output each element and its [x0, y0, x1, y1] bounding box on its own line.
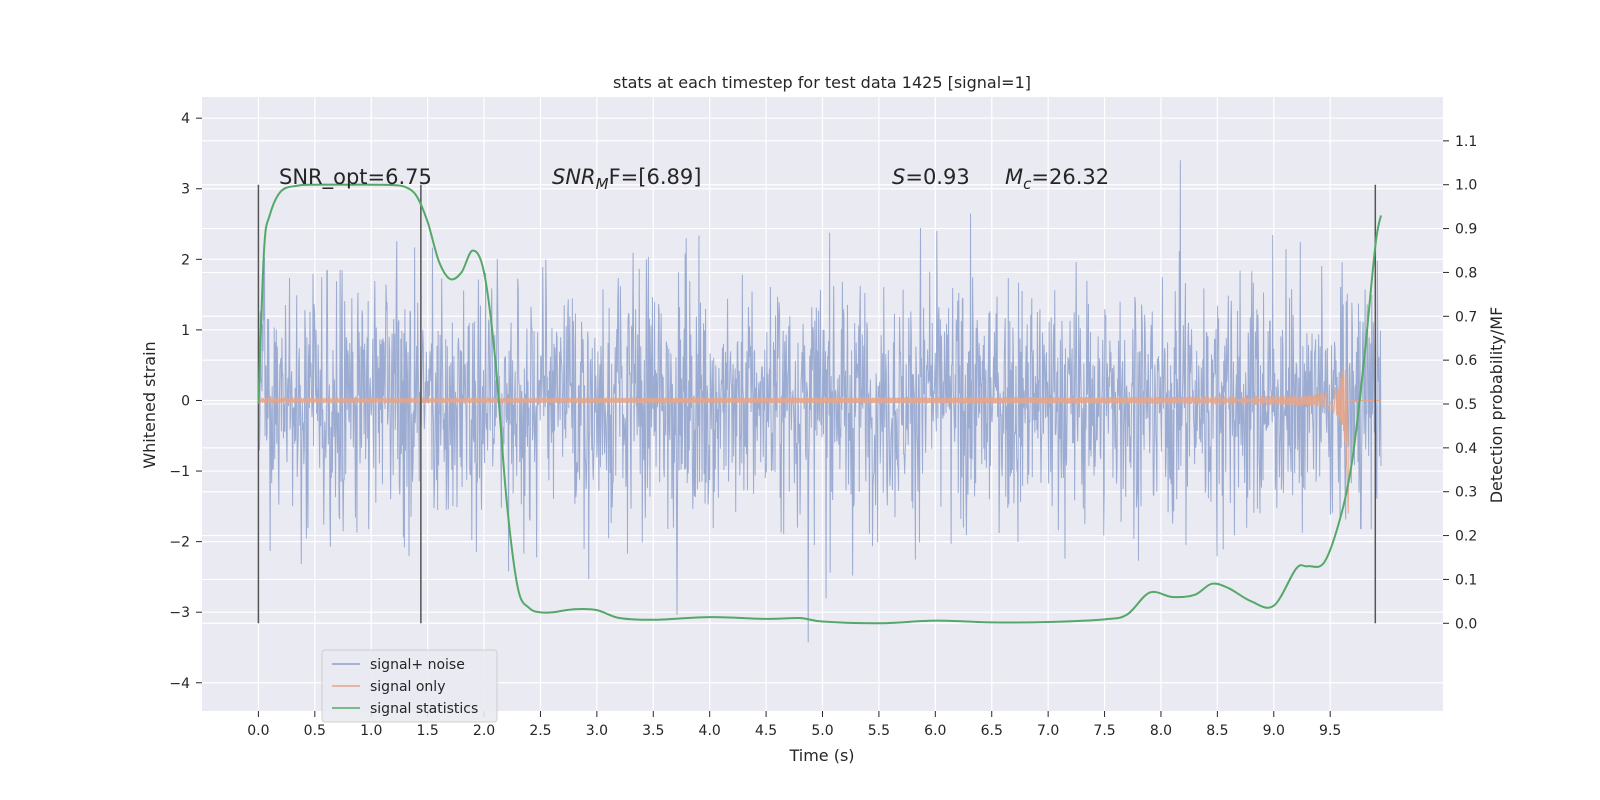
- legend-box: [321, 649, 498, 723]
- vertical-markers: [257, 184, 1377, 624]
- s-label: S: [892, 165, 905, 189]
- x-tick-label: 5.5: [868, 723, 890, 739]
- mc-annotation: Mc=26.32: [1005, 165, 1109, 193]
- x-tick-label: 4.5: [755, 723, 777, 739]
- y-axis-label: Whitened strain: [140, 341, 159, 468]
- y2-tick-label: 0.6: [1455, 353, 1477, 369]
- mc-subscript: c: [1023, 175, 1032, 193]
- snr-mf-value: F=[6.89]: [609, 165, 702, 189]
- y-tick-label: −4: [169, 676, 190, 692]
- x-tick-label: 3.5: [642, 723, 664, 739]
- x-tick-label: 7.5: [1093, 723, 1115, 739]
- snr-mf-annotation: SNRMF=[6.89]: [552, 165, 701, 193]
- y-tick-label: −3: [169, 605, 190, 621]
- x-tick-label: 2.5: [529, 723, 551, 739]
- legend-label-stats: signal statistics: [370, 701, 478, 717]
- y2-tick-label: 1.0: [1455, 178, 1477, 194]
- x-axis-ticks: 0.0 0.5 1.0 1.5 2.0 2.5 3.0 3.5 4.0 4.5 5.0 5.5 6.0 6…: [247, 711, 1341, 739]
- y-axis-ticks: 4 3 2 1 0 −1 −2 −3 −4: [169, 111, 202, 692]
- snr-mf-subscript: M: [596, 175, 609, 193]
- x-tick-label: 1.5: [417, 723, 439, 739]
- x-tick-label: 7.0: [1037, 723, 1059, 739]
- legend-label-signal: signal only: [370, 679, 445, 695]
- y2-tick-label: 0.2: [1455, 529, 1477, 545]
- snr-mf-label: SNR: [552, 165, 596, 189]
- y2-axis-label: Detection probability/MF: [1487, 307, 1506, 504]
- legend: signal+ noise signal only signal statist…: [321, 649, 498, 723]
- x-tick-label: 9.0: [1263, 723, 1285, 739]
- snr-opt-annotation: SNR_opt=6.75: [279, 165, 432, 190]
- x-tick-label: 8.5: [1206, 723, 1228, 739]
- statistics-curve: [257, 183, 1382, 625]
- legend-label-noise: signal+ noise: [370, 657, 465, 673]
- y-tick-label: −1: [169, 464, 190, 480]
- x-tick-label: 0.5: [304, 723, 326, 739]
- x-tick-label: 1.0: [360, 723, 382, 739]
- x-tick-label: 3.0: [586, 723, 608, 739]
- mc-label: M: [1005, 165, 1023, 189]
- y-tick-label: 0: [181, 393, 190, 409]
- signal-trace: [257, 365, 1381, 514]
- y2-tick-label: 0.3: [1455, 485, 1477, 501]
- s-value: =0.93: [905, 165, 969, 189]
- y-tick-label: 4: [181, 111, 190, 127]
- signal-plus-noise-series: [257, 160, 1382, 643]
- signal-statistics-series: [257, 183, 1382, 625]
- signal-only-series: [257, 365, 1381, 514]
- y2-tick-label: 0.0: [1455, 616, 1477, 632]
- y-tick-label: 2: [181, 252, 190, 268]
- y2-tick-label: 0.8: [1455, 265, 1477, 281]
- y2-tick-label: 0.5: [1455, 397, 1477, 413]
- x-tick-label: 9.5: [1319, 723, 1341, 739]
- y-tick-label: 1: [181, 323, 190, 339]
- x-tick-label: 4.0: [699, 723, 721, 739]
- x-axis-label: Time (s): [788, 746, 854, 765]
- chart-title: stats at each timestep for test data 142…: [613, 73, 1031, 92]
- y-tick-label: −2: [169, 535, 190, 551]
- x-tick-label: 6.0: [924, 723, 946, 739]
- y2-tick-label: 0.4: [1455, 441, 1477, 457]
- s-annotation: S=0.93: [892, 165, 970, 189]
- y2-tick-label: 0.7: [1455, 309, 1477, 325]
- y2-tick-label: 0.9: [1455, 222, 1477, 238]
- x-tick-label: 5.0: [811, 723, 833, 739]
- mc-value: =26.32: [1031, 165, 1109, 189]
- noise-trace: [257, 160, 1382, 643]
- x-tick-label: 6.5: [981, 723, 1003, 739]
- y2-tick-label: 1.1: [1455, 134, 1477, 150]
- y-tick-label: 3: [181, 182, 190, 198]
- x-tick-label: 8.0: [1150, 723, 1172, 739]
- x-tick-label: 0.0: [247, 723, 269, 739]
- x-tick-label: 2.0: [473, 723, 495, 739]
- y2-axis-ticks: 0.0 0.1 0.2 0.3 0.4 0.5 0.6 0.7 0.8 0.9 1.0 1.1: [1443, 134, 1477, 632]
- y2-tick-label: 0.1: [1455, 572, 1477, 588]
